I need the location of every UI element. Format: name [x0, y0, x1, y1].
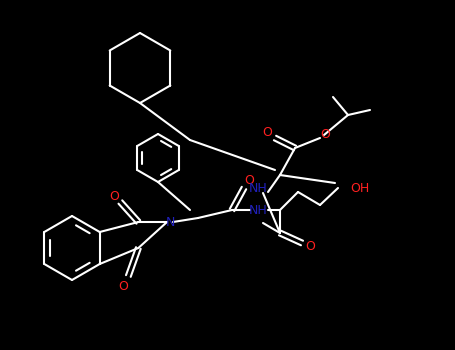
- Text: O: O: [262, 126, 272, 140]
- Text: O: O: [109, 189, 119, 203]
- Text: O: O: [244, 174, 254, 187]
- Text: O: O: [305, 240, 315, 253]
- Text: OH: OH: [350, 182, 369, 195]
- Text: O: O: [320, 128, 330, 141]
- Text: N: N: [165, 216, 175, 229]
- Text: NH: NH: [248, 203, 268, 217]
- Text: O: O: [118, 280, 128, 293]
- Text: NH: NH: [248, 182, 268, 195]
